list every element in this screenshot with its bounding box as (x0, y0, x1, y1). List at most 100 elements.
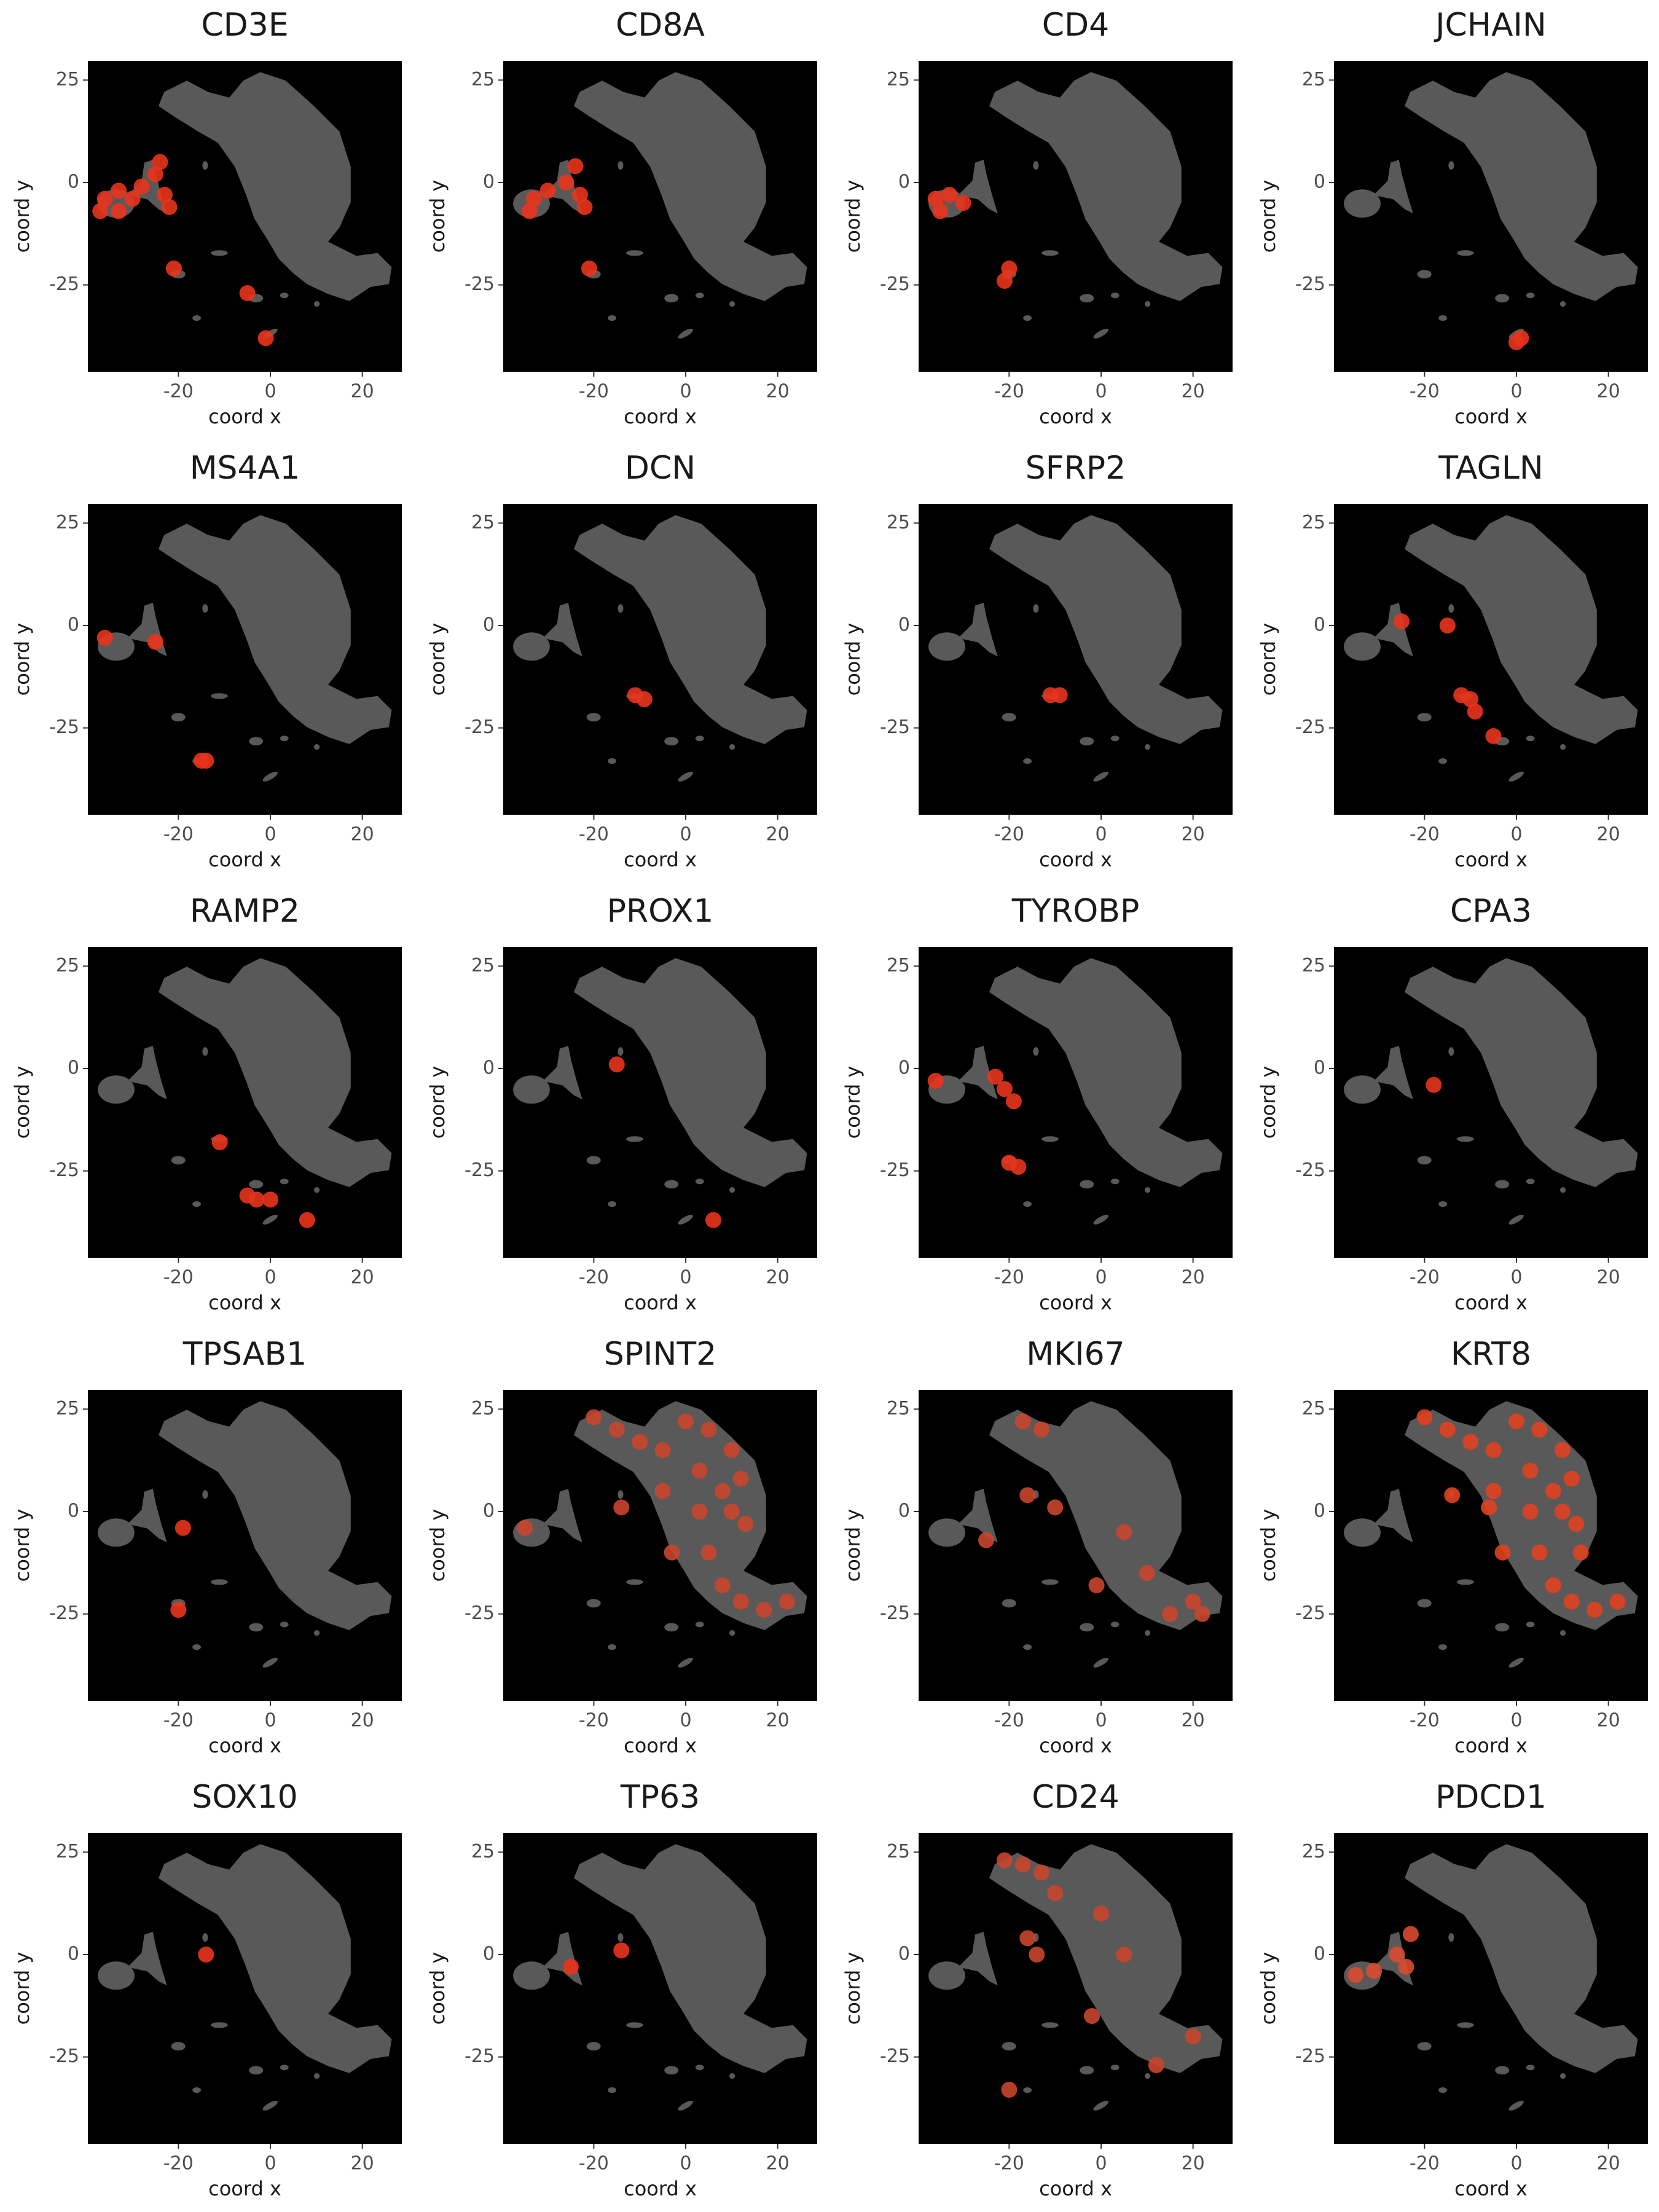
point (1185, 2028, 1201, 2045)
point (165, 261, 182, 276)
point (1047, 1499, 1064, 1516)
y-tick-label: 0 (1314, 1057, 1325, 1079)
point (779, 1593, 795, 1610)
point (1402, 1926, 1419, 1942)
x-axis-label: coord x (1039, 2177, 1112, 2200)
x-tick-label: 20 (351, 381, 374, 402)
x-tick-label: -20 (579, 1710, 609, 1732)
point (92, 203, 109, 219)
y-tick-label: 0 (68, 1057, 79, 1079)
y-tick-label: -25 (49, 273, 79, 295)
y-tick-label: -25 (880, 1602, 910, 1624)
x-tick-label: -20 (163, 2153, 194, 2175)
point (1005, 1093, 1022, 1110)
x-tick-label: 0 (1095, 1710, 1107, 1732)
y-tick-label: 25 (887, 512, 910, 533)
x-tick-label: 20 (351, 1267, 374, 1288)
chart-title: CPA3 (1450, 893, 1532, 930)
y-axis-label: coord y (1257, 623, 1280, 696)
point (567, 158, 584, 175)
y-tick-label: 0 (1314, 614, 1325, 636)
point (1398, 1959, 1414, 1975)
y-tick-label: 0 (483, 171, 495, 193)
x-tick-label: -20 (579, 824, 609, 845)
point (1485, 728, 1502, 744)
point (571, 187, 588, 203)
x-axis-label: coord x (624, 1734, 697, 1757)
x-axis-label: coord x (208, 1291, 281, 1314)
point (632, 1433, 648, 1450)
x-tick-label: 20 (766, 2153, 790, 2175)
y-tick-label: -25 (49, 716, 79, 738)
chart-title: CD24 (1032, 1779, 1120, 1816)
x-tick-label: 20 (351, 1710, 374, 1732)
y-tick-label: 25 (56, 1398, 79, 1419)
chart-title: SPINT2 (604, 1336, 716, 1373)
point (1029, 1947, 1045, 1963)
point (147, 166, 163, 182)
point (1609, 1593, 1626, 1610)
point (1185, 1593, 1201, 1610)
x-axis-label: coord x (624, 848, 697, 871)
x-tick-label: 0 (680, 824, 691, 845)
point (955, 195, 971, 211)
y-tick-label: 25 (471, 955, 495, 976)
x-axis-label: coord x (1039, 1291, 1112, 1314)
point (1116, 1524, 1132, 1540)
point (152, 154, 168, 170)
chart-title: TPSAB1 (182, 1336, 307, 1373)
y-axis-label: coord y (841, 1509, 865, 1582)
x-tick-label: -20 (163, 381, 194, 402)
point (111, 182, 127, 199)
point (1019, 1930, 1036, 1947)
x-axis-label: coord x (208, 2177, 281, 2200)
x-axis-label: coord x (1454, 405, 1528, 428)
y-axis-label: coord y (426, 1066, 449, 1139)
point (1148, 2057, 1164, 2073)
point (1586, 1602, 1603, 1618)
x-axis-label: coord x (624, 405, 697, 428)
point (732, 1593, 749, 1610)
point (1531, 1421, 1548, 1438)
y-tick-label: -25 (465, 716, 495, 738)
point (1439, 1421, 1456, 1438)
y-tick-label: -25 (880, 1159, 910, 1181)
point (1014, 1413, 1031, 1430)
x-tick-label: 20 (1597, 381, 1620, 402)
point (526, 190, 543, 207)
y-tick-label: -25 (49, 1602, 79, 1624)
x-axis-label: coord x (1039, 1734, 1112, 1757)
point (262, 1191, 279, 1208)
x-axis-label: coord x (1454, 1734, 1528, 1757)
point (700, 1421, 717, 1438)
point (927, 190, 944, 207)
y-axis-label: coord y (426, 180, 449, 253)
x-tick-label: 20 (766, 824, 790, 845)
point (239, 285, 256, 301)
point (1439, 618, 1456, 633)
y-tick-label: 25 (471, 1841, 495, 1862)
x-tick-label: 20 (1597, 2153, 1620, 2175)
x-tick-label: 0 (680, 1267, 691, 1288)
x-tick-label: -20 (1410, 1267, 1440, 1288)
point (691, 1462, 708, 1479)
x-axis-label: coord x (624, 1291, 697, 1314)
x-tick-label: 20 (1182, 1267, 1205, 1288)
y-tick-label: -25 (465, 2045, 495, 2067)
point (1366, 1963, 1382, 1979)
x-tick-label: 20 (1182, 1710, 1205, 1732)
chart-title: DCN (625, 450, 696, 487)
chart-title: MKI67 (1026, 1336, 1124, 1373)
x-tick-label: 0 (264, 1710, 276, 1732)
x-axis-label: coord x (1454, 848, 1528, 871)
y-tick-label: -25 (880, 273, 910, 295)
x-tick-label: 0 (680, 2153, 691, 2175)
point (732, 1470, 749, 1487)
point (581, 261, 597, 276)
y-tick-label: 0 (1314, 1943, 1325, 1965)
y-tick-label: 0 (1314, 1500, 1325, 1522)
y-tick-label: 0 (483, 1943, 495, 1965)
x-tick-label: 20 (766, 1267, 790, 1288)
x-tick-label: 20 (1182, 381, 1205, 402)
x-tick-label: 0 (680, 381, 691, 402)
